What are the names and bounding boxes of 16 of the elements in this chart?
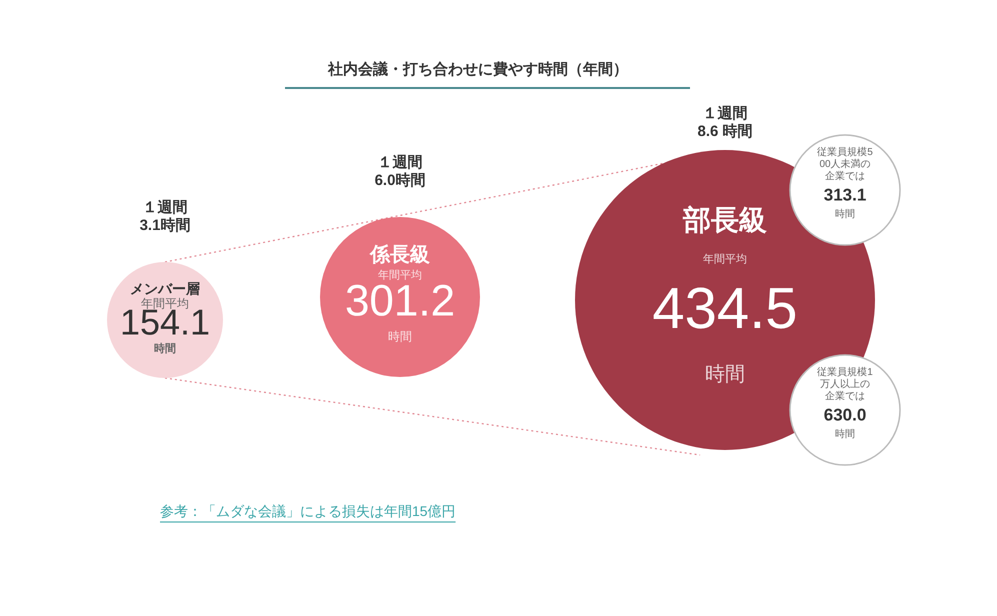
category-label: 部長級 (682, 204, 767, 236)
text: 従業員規模1万人以上の企業では 630.0 時間 (817, 366, 873, 440)
text: 年間平均 (141, 296, 189, 311)
data-label: 434.5 (652, 276, 798, 341)
text: 従業員規模500人未満の企業では 313.1 時間 (817, 146, 873, 220)
category-label: メンバー層 (130, 280, 200, 297)
category-label: 係長級 (369, 244, 430, 266)
text: １週間 3.1時間 (140, 199, 190, 234)
text: 時間 (705, 364, 745, 386)
text: 社内会議・打ち合わせに費やす時間（年間） (327, 60, 628, 78)
text: 参考：「ムダな会議」による損失は年間15億円 (160, 502, 456, 519)
text: 時間 (388, 329, 412, 344)
text: 年間平均 (703, 254, 747, 266)
text: １週間 6.0時間 (374, 154, 426, 190)
text: １週間 8.6 時間 (697, 105, 753, 140)
text: 時間 (154, 343, 176, 356)
